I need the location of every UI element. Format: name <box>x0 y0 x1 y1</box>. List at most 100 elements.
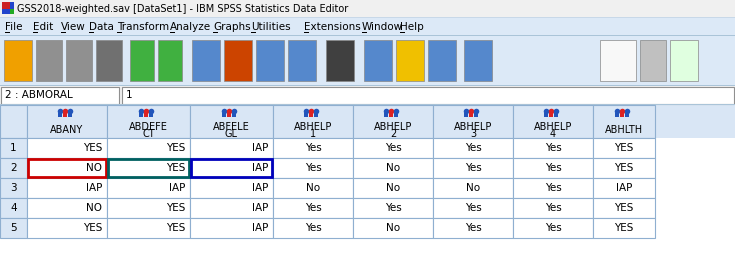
Text: GL: GL <box>225 129 238 139</box>
Bar <box>0 105 27 138</box>
Bar <box>0 35 735 36</box>
Bar <box>513 138 593 158</box>
Bar <box>593 105 656 138</box>
Text: 2: 2 <box>390 129 396 139</box>
Text: ABHELP: ABHELP <box>453 122 492 132</box>
Text: Yes: Yes <box>384 143 401 153</box>
Text: 2: 2 <box>10 163 17 173</box>
Bar <box>433 158 513 178</box>
Text: YES: YES <box>614 203 634 213</box>
Bar <box>593 158 655 178</box>
Text: Yes: Yes <box>545 223 562 233</box>
Bar <box>190 198 273 218</box>
Bar <box>191 159 272 177</box>
Text: 2 : ABMORAL: 2 : ABMORAL <box>5 90 73 101</box>
Bar <box>353 218 433 238</box>
Text: 3: 3 <box>10 183 17 193</box>
Text: Yes: Yes <box>304 143 321 153</box>
Text: ABHELP: ABHELP <box>374 122 412 132</box>
Bar <box>190 218 273 238</box>
Text: Yes: Yes <box>545 183 562 193</box>
Text: Yes: Yes <box>384 203 401 213</box>
Bar <box>304 32 309 33</box>
Bar <box>224 40 252 81</box>
Bar <box>96 40 122 81</box>
Bar <box>362 32 367 33</box>
Bar <box>27 178 107 198</box>
Bar <box>5 32 10 33</box>
Bar <box>190 138 273 158</box>
Bar <box>513 198 593 218</box>
Bar <box>0 218 27 238</box>
Text: No: No <box>306 183 320 193</box>
Text: Help: Help <box>400 22 424 32</box>
Bar <box>107 158 190 178</box>
Bar <box>107 105 190 138</box>
Bar <box>0 0 735 18</box>
Text: Yes: Yes <box>465 163 481 173</box>
Text: IAP: IAP <box>616 183 632 193</box>
Bar <box>170 32 175 33</box>
Bar <box>273 158 353 178</box>
Bar <box>256 40 284 81</box>
Text: Yes: Yes <box>465 203 481 213</box>
Bar <box>600 40 636 81</box>
Text: YES: YES <box>82 223 102 233</box>
Bar <box>122 87 734 104</box>
Text: Extensions: Extensions <box>304 22 361 32</box>
Text: IAP: IAP <box>251 223 268 233</box>
Bar <box>353 158 433 178</box>
Text: No: No <box>386 163 400 173</box>
Text: YES: YES <box>614 223 634 233</box>
Bar <box>190 158 273 178</box>
Bar <box>433 105 514 138</box>
Bar <box>326 40 354 81</box>
Text: 5: 5 <box>10 223 17 233</box>
Bar <box>27 158 107 178</box>
Bar <box>192 40 220 81</box>
Text: Yes: Yes <box>545 203 562 213</box>
Bar <box>130 40 154 81</box>
Bar <box>353 198 433 218</box>
Bar <box>0 198 27 218</box>
Bar <box>513 105 593 138</box>
Text: Yes: Yes <box>304 203 321 213</box>
Text: YES: YES <box>165 223 185 233</box>
Text: IAP: IAP <box>251 163 268 173</box>
Text: Edit: Edit <box>33 22 53 32</box>
Bar <box>27 198 107 218</box>
Bar <box>0 178 27 198</box>
Text: No: No <box>386 183 400 193</box>
Text: Yes: Yes <box>304 163 321 173</box>
Text: YES: YES <box>165 163 185 173</box>
Bar <box>593 178 655 198</box>
Text: YES: YES <box>82 143 102 153</box>
Bar <box>33 32 38 33</box>
Bar <box>107 178 190 198</box>
Bar <box>353 105 434 138</box>
Text: NO: NO <box>86 163 102 173</box>
Text: IAP: IAP <box>251 143 268 153</box>
Text: 4: 4 <box>550 129 556 139</box>
Text: Yes: Yes <box>304 223 321 233</box>
Bar <box>10 2 14 9</box>
Bar <box>513 178 593 198</box>
Text: 4: 4 <box>10 203 17 213</box>
Bar <box>27 105 107 138</box>
Text: YES: YES <box>165 203 185 213</box>
Bar <box>89 32 94 33</box>
Bar <box>0 36 735 86</box>
Bar <box>273 105 354 138</box>
Bar <box>433 138 513 158</box>
Bar <box>61 32 66 33</box>
Bar <box>190 105 273 138</box>
Text: YES: YES <box>614 163 634 173</box>
Bar <box>288 40 316 81</box>
Text: IAP: IAP <box>251 183 268 193</box>
Text: Transform: Transform <box>117 22 169 32</box>
Text: IAP: IAP <box>168 183 185 193</box>
Text: CT: CT <box>142 129 155 139</box>
Bar <box>0 85 735 86</box>
Text: Yes: Yes <box>465 143 481 153</box>
Bar <box>0 138 27 158</box>
